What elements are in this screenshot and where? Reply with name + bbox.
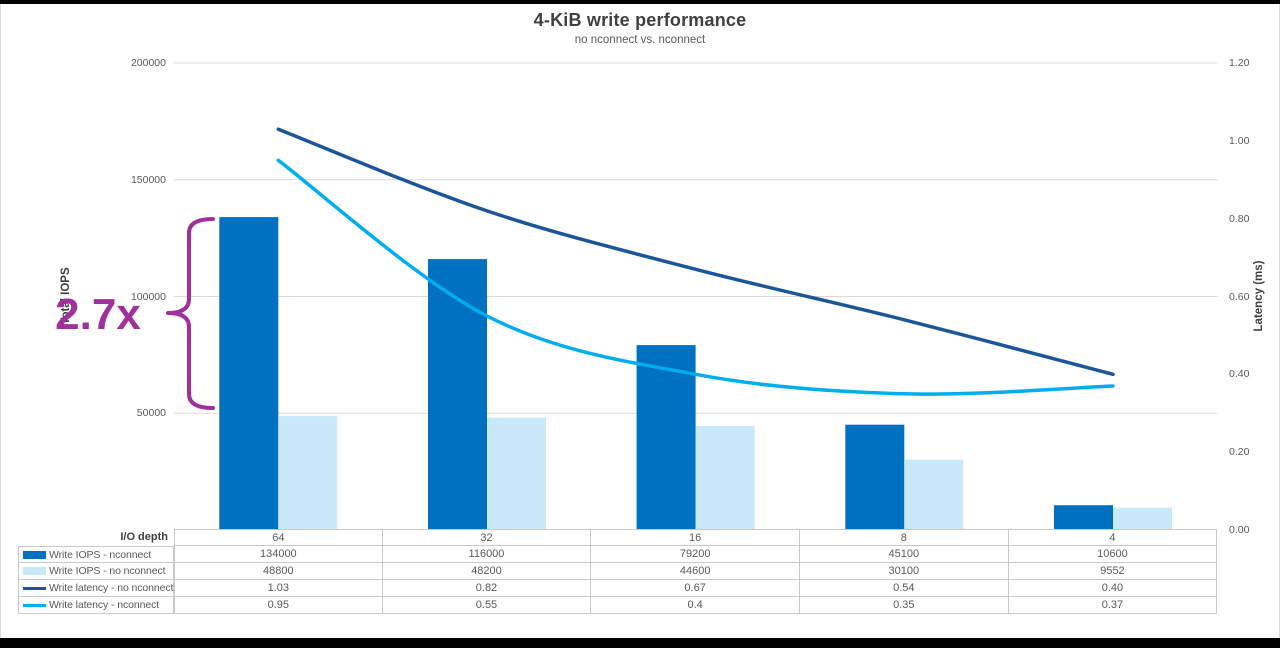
io-depth-label: I/O depth bbox=[120, 531, 168, 543]
right-axis-tick: 1.00 bbox=[1229, 135, 1250, 147]
table-column-header: 16 bbox=[591, 529, 800, 546]
table-cell: 134000 bbox=[174, 546, 383, 563]
left-frame-border bbox=[0, 4, 1, 638]
table-column-header: 4 bbox=[1008, 529, 1218, 546]
annotation-2.7x: 2.7x bbox=[55, 290, 141, 339]
table-cell: 0.95 bbox=[174, 597, 383, 614]
left-axis-tick: 50000 bbox=[136, 407, 166, 419]
right-axis-tick: 0.80 bbox=[1229, 213, 1250, 225]
table-cell: 9552 bbox=[1008, 563, 1218, 580]
line-series bbox=[276, 127, 1115, 377]
table-row-label: Write latency - nconnect bbox=[18, 597, 174, 614]
table-cell: 79200 bbox=[591, 546, 800, 563]
series-name: Write latency - no nconnect bbox=[49, 582, 174, 594]
table-row-label: Write IOPS - nconnect bbox=[18, 546, 174, 563]
annotation-brace bbox=[166, 217, 215, 410]
table-column-header: 8 bbox=[799, 529, 1009, 546]
bottom-black-bar bbox=[0, 638, 1280, 648]
bar bbox=[845, 424, 905, 530]
bar bbox=[1113, 507, 1172, 530]
table-row-label: Write latency - no nconnect bbox=[18, 580, 174, 597]
legend-key-line bbox=[23, 586, 46, 590]
table-cell: 0.55 bbox=[382, 597, 592, 614]
series-name: Write IOPS - no nconnect bbox=[49, 565, 166, 577]
bar bbox=[904, 459, 964, 530]
chart-title: 4-KiB write performance bbox=[533, 10, 747, 30]
left-axis-tick: 150000 bbox=[130, 174, 166, 186]
line-series bbox=[276, 158, 1115, 396]
top-black-bar bbox=[0, 0, 1280, 4]
table-cell: 0.67 bbox=[591, 580, 800, 597]
left-axis-tick: 100000 bbox=[130, 291, 166, 303]
table-cell: 48800 bbox=[174, 563, 383, 580]
right-axis-tick: 0.40 bbox=[1229, 368, 1250, 380]
chart-subtitle: no nconnect vs. nconnect bbox=[574, 34, 706, 46]
table-cell: 116000 bbox=[382, 546, 592, 563]
table-cell: 0.82 bbox=[382, 580, 592, 597]
legend-key-bar bbox=[23, 550, 46, 559]
table-cell: 0.54 bbox=[799, 580, 1009, 597]
table-cell: 30100 bbox=[799, 563, 1009, 580]
legend-key-bar bbox=[23, 567, 46, 575]
bar bbox=[1054, 505, 1113, 530]
series-name: Write IOPS - nconnect bbox=[49, 548, 152, 561]
left-axis-tick: 200000 bbox=[130, 57, 166, 69]
table-cell: 0.35 bbox=[799, 597, 1009, 614]
table-column-header: 64 bbox=[174, 529, 383, 546]
table-cell: 0.40 bbox=[1008, 580, 1218, 597]
bar bbox=[487, 417, 546, 530]
bar bbox=[278, 416, 338, 530]
bar bbox=[219, 217, 279, 530]
right-axis-tick: 0.00 bbox=[1229, 524, 1250, 536]
right-axis-tick: 1.20 bbox=[1229, 57, 1250, 69]
series-name: Write latency - nconnect bbox=[49, 599, 160, 611]
table-cell: 45100 bbox=[799, 546, 1009, 563]
right-axis-tick: 0.60 bbox=[1229, 291, 1250, 303]
bar bbox=[428, 259, 487, 530]
bar bbox=[636, 345, 696, 530]
table-cell: 0.37 bbox=[1008, 597, 1218, 614]
table-cell: 44600 bbox=[591, 563, 800, 580]
table-column-header: 32 bbox=[382, 529, 592, 546]
legend-key-line bbox=[23, 603, 46, 607]
table-cell: 10600 bbox=[1008, 546, 1218, 563]
table-cell: 0.4 bbox=[591, 597, 800, 614]
right-axis-tick: 0.20 bbox=[1229, 446, 1250, 458]
table-cell: 48200 bbox=[382, 563, 592, 580]
table-cell: 1.03 bbox=[174, 580, 383, 597]
table-row-label: Write IOPS - no nconnect bbox=[18, 563, 174, 580]
bar bbox=[695, 425, 755, 530]
